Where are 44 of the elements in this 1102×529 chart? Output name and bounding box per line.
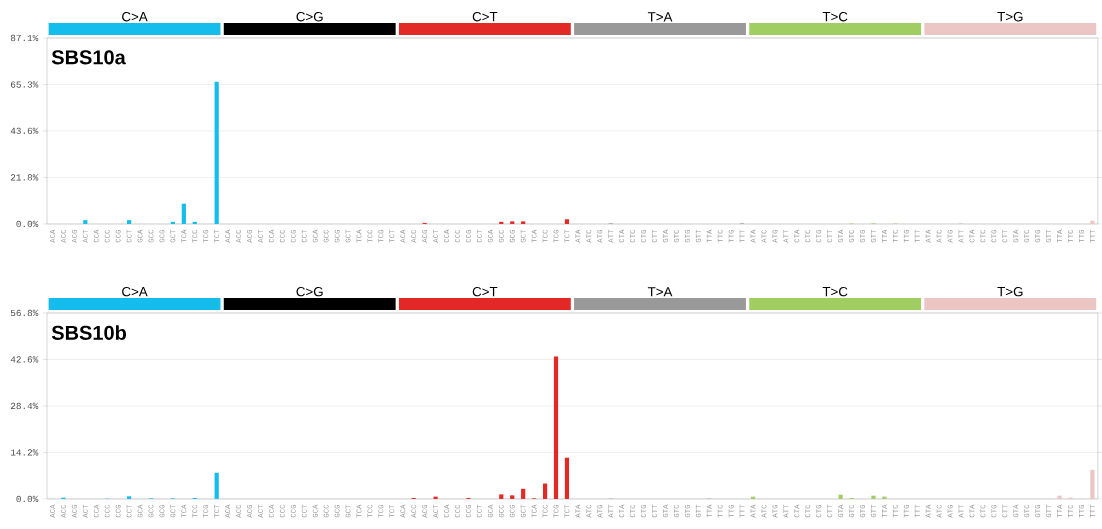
bar: [542, 483, 548, 499]
chart-title: SBS10b: [51, 325, 127, 340]
bar: [553, 356, 559, 499]
y-tick-label: 14.2%: [10, 449, 39, 456]
bar: [882, 496, 887, 499]
bar: [510, 221, 515, 224]
bar: [871, 495, 876, 499]
y-tick-label: 21.8%: [10, 174, 39, 181]
text: T>A: [647, 12, 673, 22]
y-tick-label: 28.4%: [10, 402, 39, 410]
text: C>T: [472, 286, 498, 297]
text: C>G: [296, 12, 323, 22]
bar: [521, 488, 526, 499]
text: C>A: [122, 286, 148, 297]
bar: [83, 220, 88, 224]
y-tick-label: 56.8%: [10, 309, 39, 317]
y-tick-label: 0.0%: [16, 495, 39, 503]
y-tick-label: 43.6%: [10, 127, 39, 135]
bar: [181, 203, 186, 224]
bar: [127, 496, 132, 499]
text: C>A: [122, 12, 148, 22]
text: T>C: [822, 12, 848, 22]
bar: [1090, 220, 1095, 224]
text: C>T: [472, 12, 498, 22]
bar: [214, 81, 219, 224]
bar: [564, 219, 570, 224]
text: T>G: [997, 286, 1023, 297]
y-tick-label: 0.0%: [16, 220, 39, 228]
y-tick-label: 87.1%: [10, 34, 39, 42]
text: T>A: [647, 287, 673, 297]
bar: [1057, 495, 1062, 499]
text: T>G: [997, 12, 1023, 22]
bar: [214, 472, 219, 499]
bar: [510, 495, 515, 499]
bar: [521, 221, 526, 224]
y-tick-label: 42.6%: [10, 356, 39, 363]
y-tick-label: 65.3%: [10, 81, 39, 88]
bar: [1090, 469, 1095, 499]
text: T>C: [822, 286, 848, 297]
bar: [127, 220, 132, 224]
text: C>G: [296, 286, 323, 297]
bar: [564, 457, 570, 499]
chart-title: SBS10a: [51, 50, 126, 65]
bar: [499, 494, 504, 499]
